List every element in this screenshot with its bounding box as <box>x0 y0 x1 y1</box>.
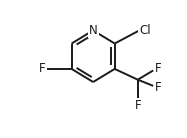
Text: F: F <box>155 81 162 94</box>
Text: F: F <box>155 62 162 75</box>
Text: Cl: Cl <box>139 24 151 37</box>
Text: F: F <box>134 99 141 112</box>
Text: N: N <box>89 24 97 37</box>
Text: F: F <box>39 62 45 75</box>
